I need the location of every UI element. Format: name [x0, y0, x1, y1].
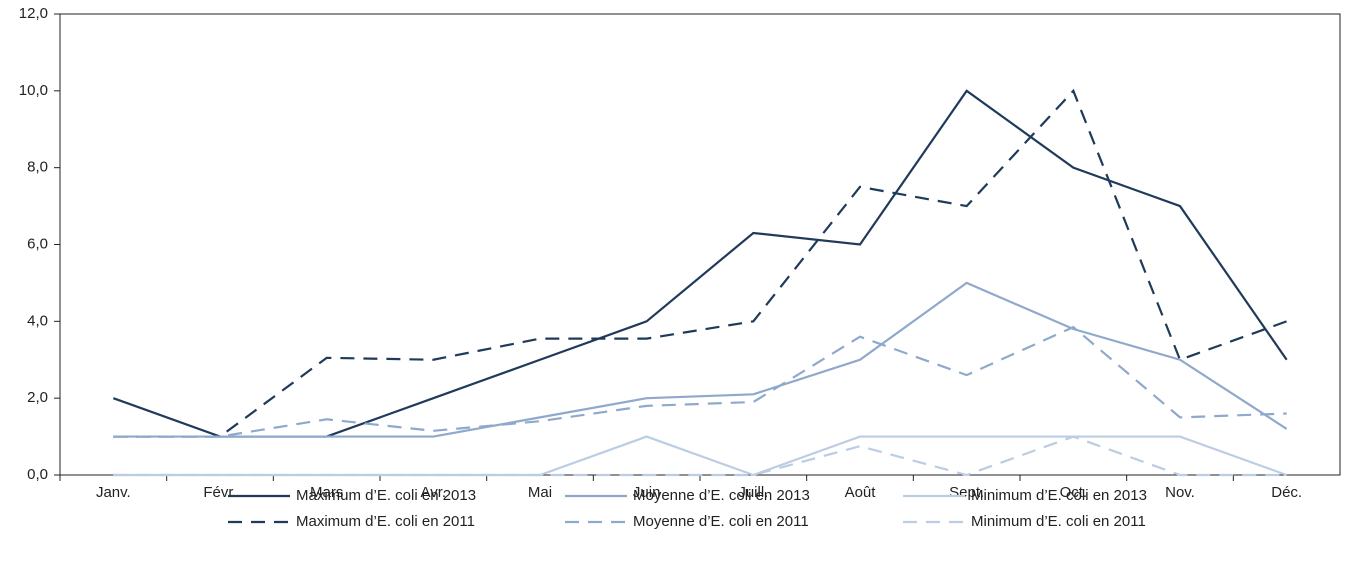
legend-label: Minimum d’E. coli en 2011: [971, 513, 1146, 530]
x-tick-label: Juill.: [738, 484, 768, 501]
x-tick-label: Mai: [528, 484, 552, 501]
legend-label: Maximum d’E. coli en 2011: [296, 513, 475, 530]
x-tick-label: Févr.: [203, 484, 236, 501]
x-tick-label: Oct.: [1060, 484, 1088, 501]
x-tick-label: Août: [845, 484, 877, 501]
series-line: [113, 281, 1288, 438]
series-line: [113, 325, 1287, 438]
legend-label: Minimum d’E. coli en 2013: [971, 487, 1147, 504]
x-tick-label: Mars: [310, 484, 343, 501]
x-tick-label: Janv.: [96, 484, 131, 501]
x-tick-label: Avr.: [421, 484, 447, 501]
series-line: [113, 435, 1287, 477]
x-tick-label: Nov.: [1165, 484, 1195, 501]
x-tick-label: Juin: [633, 484, 661, 501]
y-tick-label: 12,0: [19, 5, 48, 22]
legend-label: Moyenne d’E. coli en 2011: [633, 513, 809, 530]
y-tick-label: 0,0: [27, 466, 48, 483]
plot-frame: [59, 13, 1341, 476]
legend-label: Moyenne d’E. coli en 2013: [633, 487, 810, 504]
series-line: [113, 88, 1288, 438]
y-tick-label: 10,0: [19, 82, 48, 99]
y-tick-label: 2,0: [27, 389, 48, 406]
y-tick-label: 8,0: [27, 159, 48, 176]
y-tick-label: 6,0: [27, 235, 48, 252]
x-tick-label: Déc.: [1271, 484, 1302, 501]
y-tick-label: 4,0: [27, 312, 48, 329]
series-line: [113, 435, 1288, 477]
legend-label: Maximum d’E. coli en 2013: [296, 487, 476, 504]
